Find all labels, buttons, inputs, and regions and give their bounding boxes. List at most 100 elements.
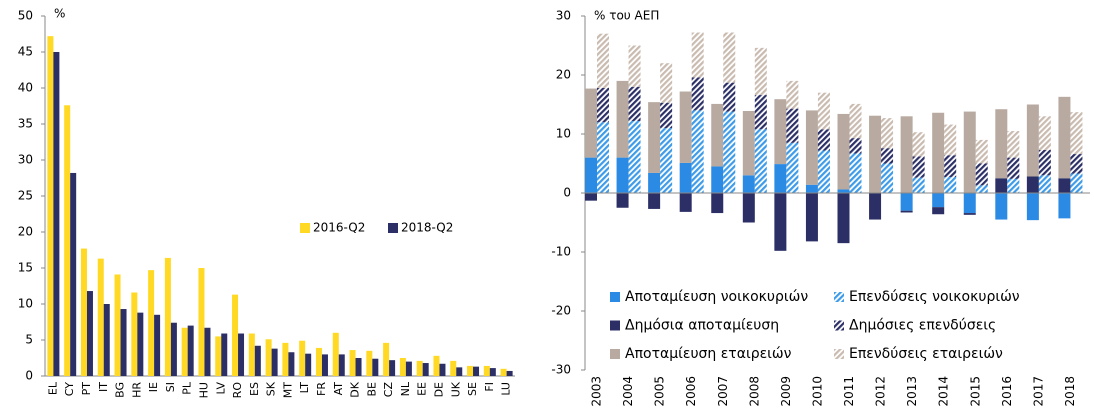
bar-segment <box>1026 104 1039 177</box>
y-tick-label: 25 <box>18 189 33 203</box>
x-tick-label: RO <box>231 382 244 399</box>
bar <box>338 354 345 376</box>
bar-segment <box>660 102 673 129</box>
bar-segment <box>1026 176 1039 193</box>
bar-segment <box>754 47 767 96</box>
bar <box>315 347 322 376</box>
bar-segment <box>691 32 704 78</box>
bar-segment <box>817 129 830 151</box>
bar <box>473 366 480 376</box>
x-tick-label: PL <box>181 381 194 395</box>
bar-segment <box>881 163 894 193</box>
x-tick-label: 2013 <box>905 376 919 407</box>
bar-segment <box>849 103 862 139</box>
bar-segment <box>679 91 692 163</box>
bar-segment <box>711 103 724 167</box>
x-tick-label: LV <box>214 382 227 395</box>
y-tick-label: 40 <box>18 81 33 95</box>
legend-label: Δημόσια αποταμίευση <box>625 318 779 334</box>
bar-segment <box>754 129 767 193</box>
y-tick-label: 30 <box>18 153 33 167</box>
bar-segment <box>723 32 736 83</box>
bar <box>489 368 496 376</box>
bar-segment <box>679 193 692 212</box>
bar <box>399 358 406 376</box>
bar <box>433 355 440 376</box>
bar <box>383 342 390 376</box>
bar-segment <box>817 92 830 130</box>
bar-segment <box>742 193 755 223</box>
bar-segment <box>660 128 673 193</box>
bar <box>450 360 457 376</box>
bar-segment <box>711 193 724 214</box>
bar <box>305 353 312 376</box>
bar-segment <box>944 155 957 178</box>
bar <box>299 340 306 376</box>
x-tick-label: FI <box>483 382 496 392</box>
bar-segment <box>691 77 704 111</box>
bar-segment <box>849 153 862 193</box>
bar <box>439 363 446 376</box>
bar-segment <box>1007 131 1020 158</box>
x-tick-label: 2005 <box>653 376 667 407</box>
bar-segment <box>963 193 976 214</box>
bar-segment <box>1058 96 1071 179</box>
bar <box>97 258 104 376</box>
bar-segment <box>837 113 850 190</box>
bar <box>366 350 373 376</box>
y-tick-label: 5 <box>25 333 33 347</box>
bar-segment <box>648 172 661 193</box>
bar-segment <box>975 163 988 186</box>
bar-segment <box>679 162 692 193</box>
x-tick-label: 2007 <box>716 376 730 407</box>
bar-segment <box>963 111 976 193</box>
legend-swatch <box>610 320 620 331</box>
bar <box>416 360 423 376</box>
bar <box>181 327 188 376</box>
legend-swatch <box>300 223 310 233</box>
bar-segment <box>932 193 945 208</box>
x-tick-label: 2018 <box>1063 376 1077 407</box>
bar-segment <box>723 111 736 193</box>
x-tick-label: BG <box>114 382 127 398</box>
bar-segment <box>912 156 925 178</box>
bar-segment <box>616 157 629 193</box>
legend-label: Δημόσιες επενδύσεις <box>849 318 996 334</box>
bar-segment <box>805 184 818 193</box>
bar-segment <box>628 121 641 193</box>
bar-segment <box>616 193 629 208</box>
bar-segment <box>805 110 818 185</box>
y-tick-label: 0 <box>25 369 33 383</box>
x-tick-label: ES <box>248 382 261 396</box>
y-tick-label: -20 <box>551 304 571 318</box>
x-tick-label: 2012 <box>874 376 888 407</box>
x-tick-label: AT <box>332 382 345 396</box>
bar-segment <box>660 63 673 103</box>
x-tick-label: SK <box>265 381 278 396</box>
x-tick-label: IT <box>97 382 110 392</box>
bar <box>238 333 245 376</box>
bar-segment <box>711 166 724 193</box>
x-tick-label: IE <box>147 382 160 392</box>
x-tick-label: LU <box>500 382 513 396</box>
x-tick-label: 2003 <box>590 376 604 407</box>
legend-swatch <box>388 223 398 233</box>
y-tick-label: 50 <box>18 9 33 23</box>
bar-segment <box>1007 157 1020 179</box>
x-tick-label: DE <box>432 382 445 397</box>
bar <box>170 322 177 376</box>
bar-segment <box>597 122 609 193</box>
bar-segment <box>1038 116 1051 150</box>
bar-segment <box>585 157 597 193</box>
bar-segment <box>881 118 894 149</box>
y-tick-label: 20 <box>556 68 571 82</box>
bar <box>248 333 255 376</box>
y-tick-label: 20 <box>18 225 33 239</box>
bar <box>332 332 339 376</box>
bar-segment <box>944 124 957 156</box>
bar-segment <box>774 164 787 193</box>
bar-segment <box>869 115 882 193</box>
bar-segment <box>742 110 755 176</box>
bar-segment <box>585 88 597 158</box>
